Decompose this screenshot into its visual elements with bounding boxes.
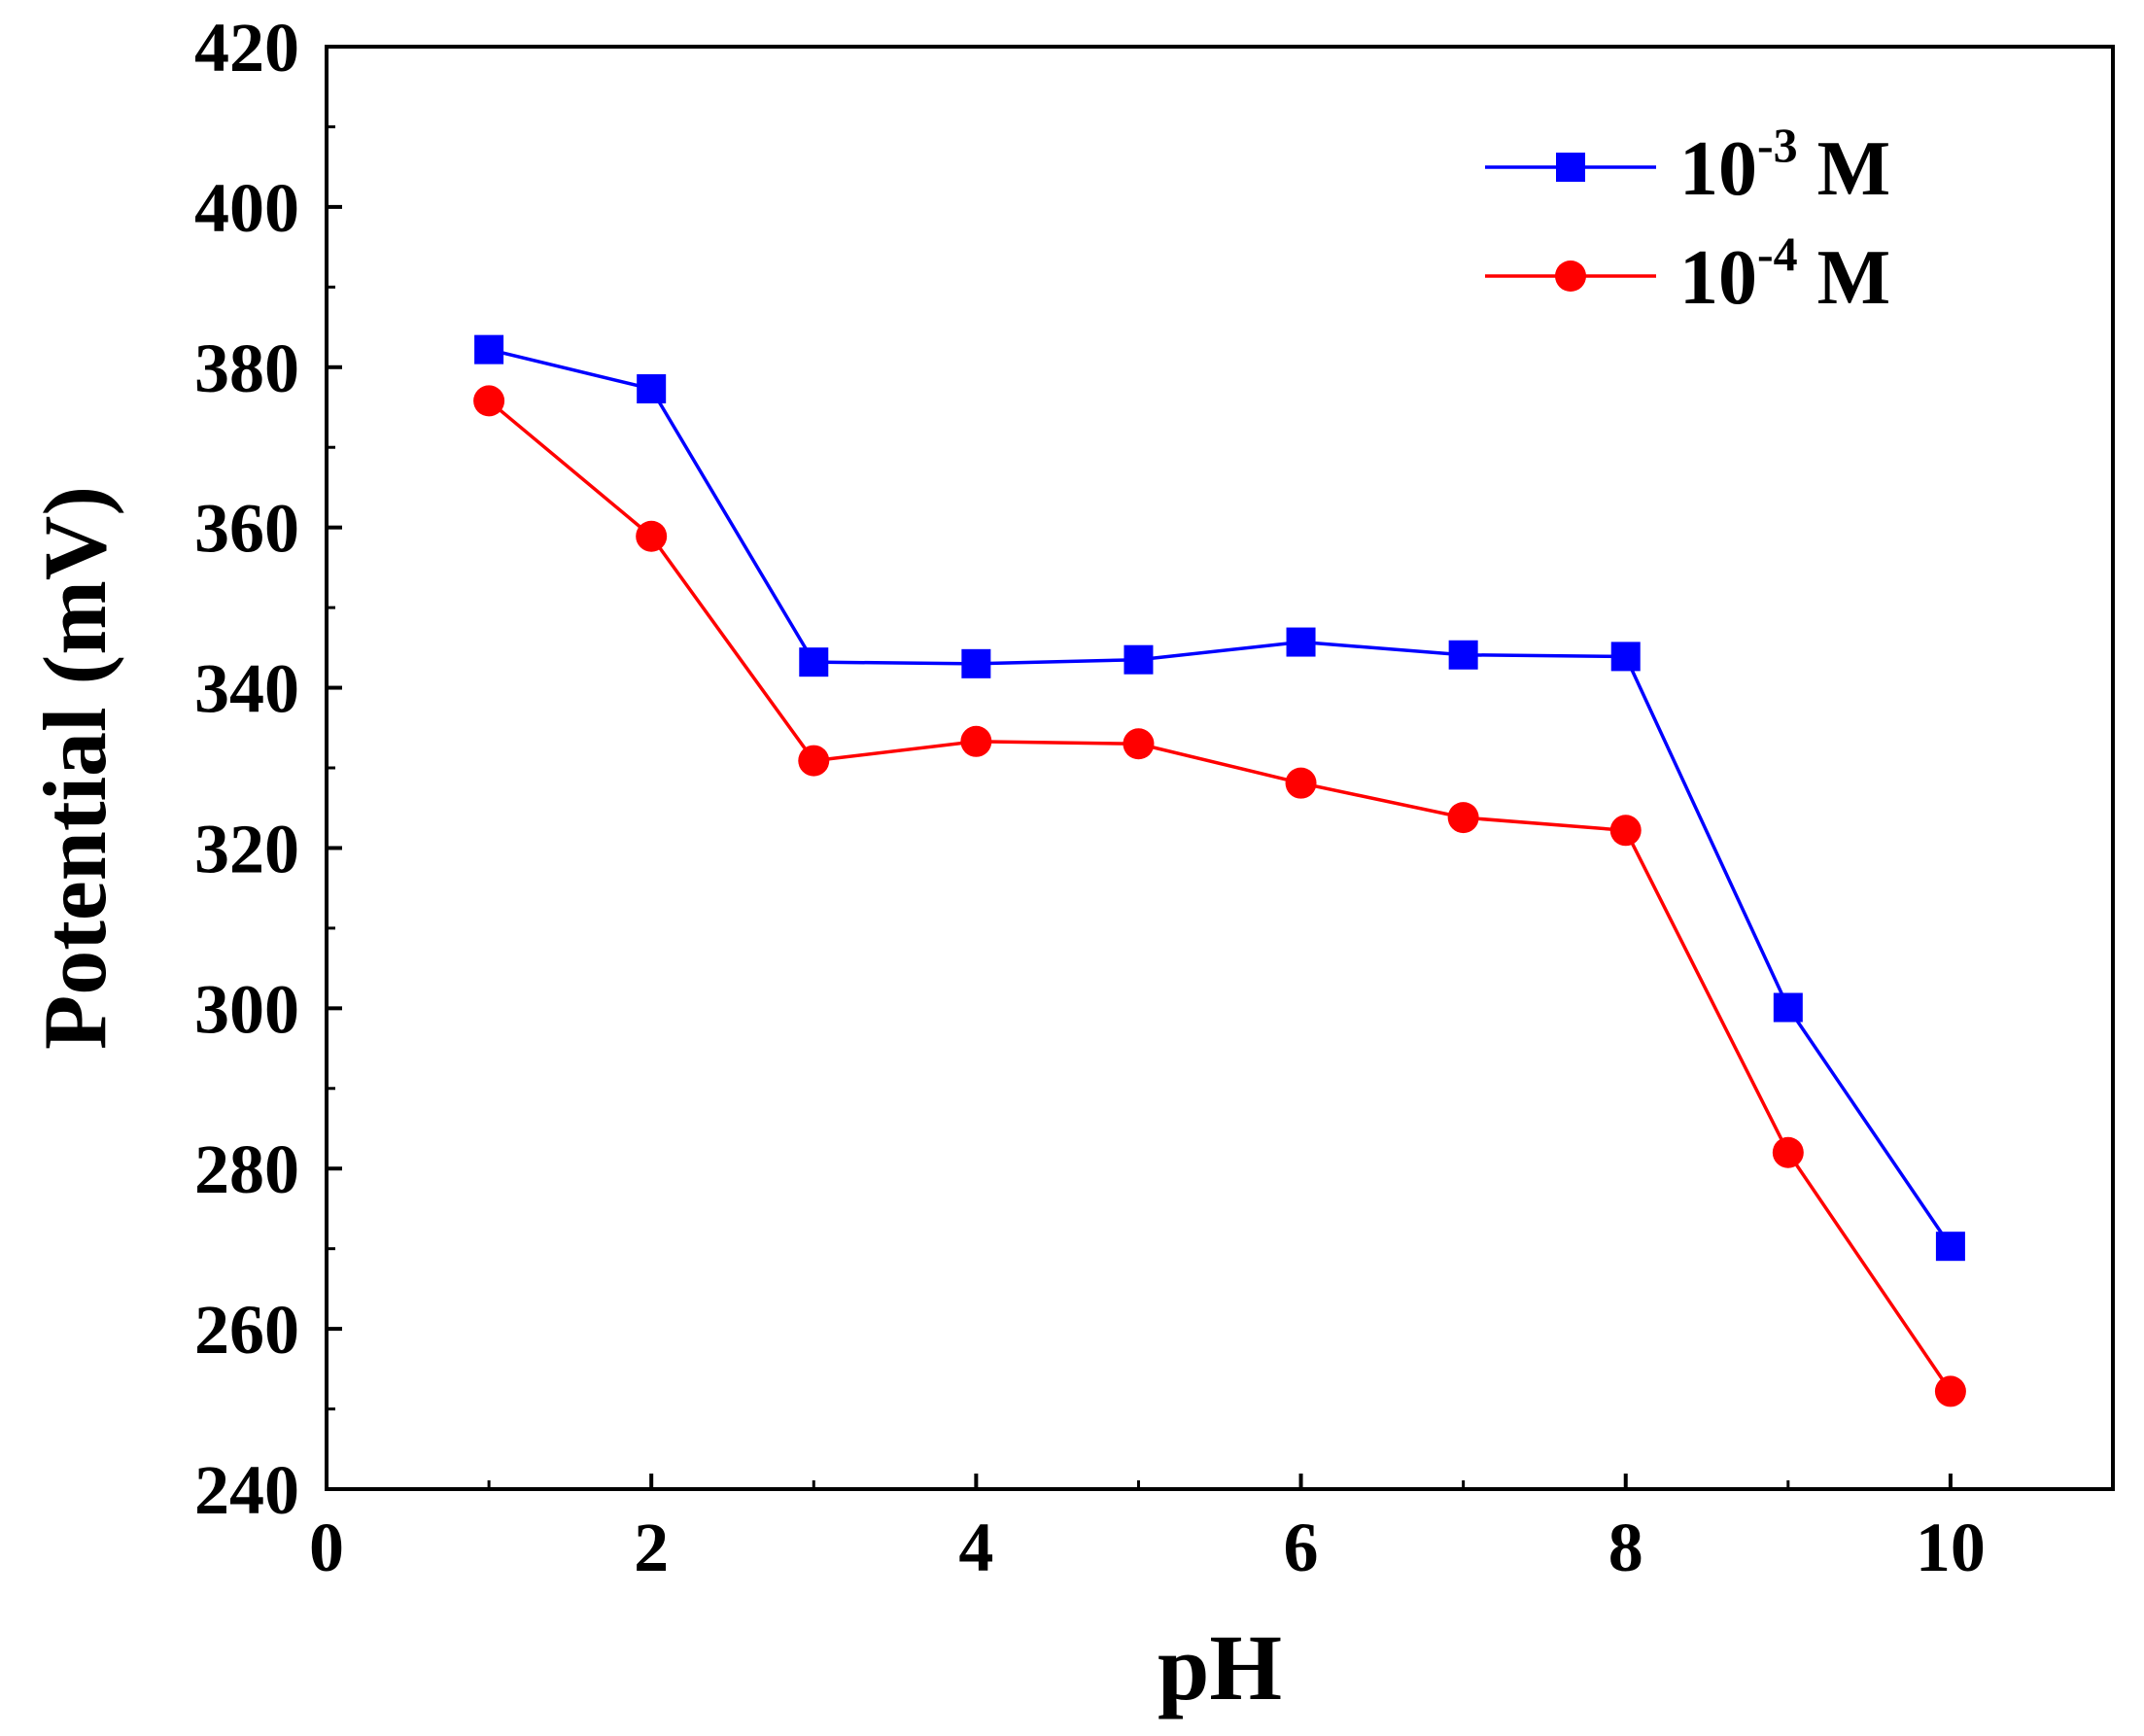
y-tick-label: 240 [194,1451,299,1529]
legend-entry-2: 10-4 M [1485,226,1890,321]
data-point-circle [960,725,992,757]
data-point-circle [1447,802,1479,834]
data-point-circle [1609,815,1642,847]
y-tick-label: 280 [194,1130,299,1208]
legend-label: 10-3 M [1679,118,1890,212]
legend-marker-square [1556,153,1585,182]
y-tick-label: 380 [194,330,299,407]
axes-layer: 0 2 4 6 8 10 240 260 280 300 320 340 360 380 400 420 [194,9,2115,1586]
legend-label-exponent: -4 [1757,226,1798,281]
y-tick-label: 340 [194,650,299,728]
x-tick-label: 0 [309,1509,344,1586]
data-point-square [1448,640,1478,670]
data-point-square [1286,627,1316,657]
data-point-square [1935,1232,1965,1262]
data-point-square [961,648,991,678]
x-axis-label: pH [1158,1615,1282,1719]
legend-marker-circle [1555,260,1586,292]
legend-label: 10-4 M [1679,226,1890,321]
series-1 [474,334,1965,1262]
data-point-circle [1123,728,1155,760]
y-axis-label: Potential (mV) [25,486,124,1050]
x-tick-label: 10 [1916,1509,1986,1586]
series-2 [473,385,1966,1407]
data-point-circle [636,520,668,552]
legend-label-unit: M [1798,235,1891,321]
series-line [488,347,1953,1248]
data-point-circle [1934,1375,1966,1407]
data-point-circle [1772,1136,1804,1168]
data-point-square [474,334,504,365]
y-tick-label: 300 [194,970,299,1048]
x-tick-label: 2 [634,1509,669,1586]
data-point-circle [473,385,505,417]
legend-label-unit: M [1798,126,1891,212]
data-point-square [637,374,667,404]
y-tick-label: 360 [194,490,299,568]
y-tick-label: 420 [194,9,299,87]
y-tick-label: 400 [194,169,299,247]
data-point-square [1124,644,1154,675]
series-line [487,399,1953,1393]
data-point-circle [798,745,830,777]
legend: 10-3 M10-4 M [1485,118,1890,321]
x-tick-label: 8 [1608,1509,1643,1586]
legend-entry-1: 10-3 M [1485,118,1890,212]
data-point-circle [1285,767,1317,799]
x-tick-label: 4 [958,1509,993,1586]
series-layer [473,334,1966,1407]
y-tick-label: 260 [194,1291,299,1369]
data-point-square [1773,992,1803,1023]
x-tick-label: 6 [1284,1509,1319,1586]
legend-label-base: 10 [1679,126,1757,212]
data-point-square [1610,642,1641,672]
legend-label-base: 10 [1679,235,1757,321]
data-point-square [799,647,829,677]
y-tick-label: 320 [194,810,299,887]
legend-label-exponent: -3 [1757,118,1798,172]
